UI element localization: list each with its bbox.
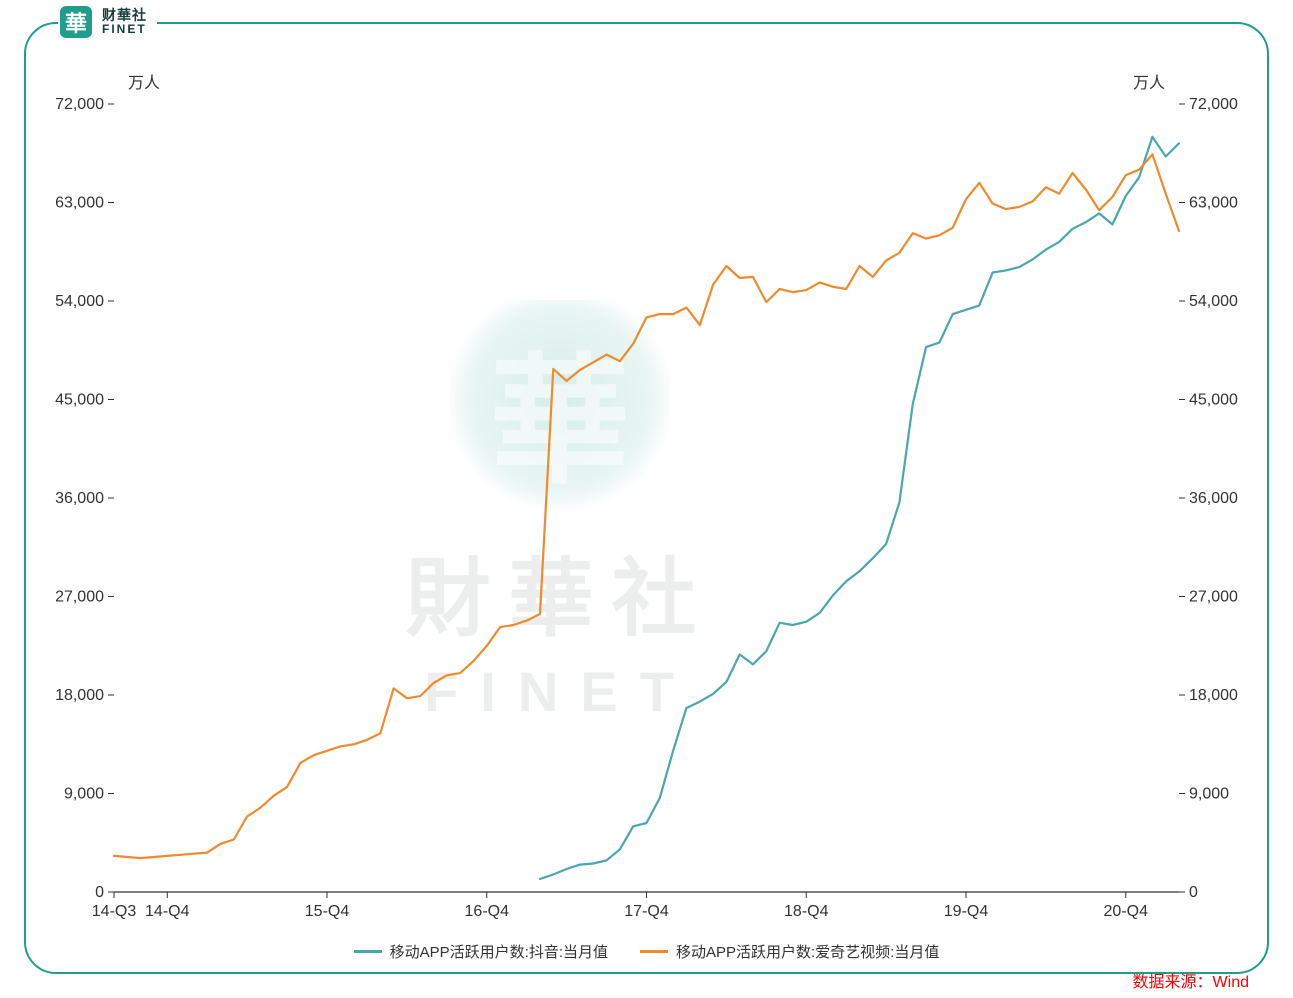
- brand-glyph-badge: 華: [58, 4, 94, 40]
- y-right-tick-label: 72,000: [1189, 96, 1238, 113]
- brand-name-cn: 财華社: [102, 8, 147, 23]
- y-left-tick-label: 45,000: [55, 392, 104, 409]
- y-right-tick-label: 0: [1189, 884, 1198, 901]
- y-left-tick-label: 72,000: [55, 96, 104, 113]
- x-tick-label: 18-Q4: [784, 903, 829, 920]
- y-left-tick-label: 27,000: [55, 589, 104, 606]
- y-right-tick-label: 63,000: [1189, 195, 1238, 212]
- legend-item: 移动APP活跃用户数:爱奇艺视频:当月值: [640, 941, 939, 962]
- x-tick-label: 14-Q4: [145, 903, 190, 920]
- line-chart: 0 0 9,000 9,000 18,000 18,000 27,000 27,000 36,0…: [42, 64, 1251, 938]
- series-line: [114, 154, 1179, 858]
- legend-item: 移动APP活跃用户数:抖音:当月值: [354, 941, 608, 962]
- brand-glyph: 華: [65, 6, 87, 38]
- y-left-unit: 万人: [128, 74, 160, 92]
- legend-swatch: [640, 950, 668, 953]
- y-right-unit: 万人: [1133, 74, 1165, 92]
- legend-label: 移动APP活跃用户数:抖音:当月值: [390, 941, 608, 962]
- y-right-tick-label: 45,000: [1189, 392, 1238, 409]
- y-left-tick-label: 63,000: [55, 195, 104, 212]
- chart-legend: 移动APP活跃用户数:抖音:当月值 移动APP活跃用户数:爱奇艺视频:当月值: [0, 941, 1293, 962]
- x-tick-label: 19-Q4: [944, 903, 989, 920]
- y-right-tick-label: 54,000: [1189, 293, 1238, 310]
- legend-swatch: [354, 950, 382, 953]
- brand-logo: 華 财華社 FINET: [58, 4, 157, 40]
- y-left-tick-label: 0: [95, 884, 104, 901]
- y-left-tick-label: 18,000: [55, 687, 104, 704]
- series-line: [540, 137, 1179, 879]
- y-left-tick-label: 36,000: [55, 490, 104, 507]
- legend-label: 移动APP活跃用户数:爱奇艺视频:当月值: [676, 941, 939, 962]
- brand-name-en: FINET: [102, 23, 147, 36]
- x-tick-label: 16-Q4: [465, 903, 510, 920]
- x-tick-label: 17-Q4: [624, 903, 669, 920]
- y-left-tick-label: 54,000: [55, 293, 104, 310]
- y-right-tick-label: 36,000: [1189, 490, 1238, 507]
- x-tick-label: 20-Q4: [1104, 903, 1149, 920]
- y-left-tick-label: 9,000: [64, 786, 104, 803]
- data-source-label: 数据来源：Wind: [1133, 968, 1249, 992]
- y-right-tick-label: 9,000: [1189, 786, 1229, 803]
- x-tick-label: 15-Q4: [305, 903, 350, 920]
- y-right-tick-label: 18,000: [1189, 687, 1238, 704]
- y-right-tick-label: 27,000: [1189, 589, 1238, 606]
- x-tick-label: 14-Q3: [92, 903, 137, 920]
